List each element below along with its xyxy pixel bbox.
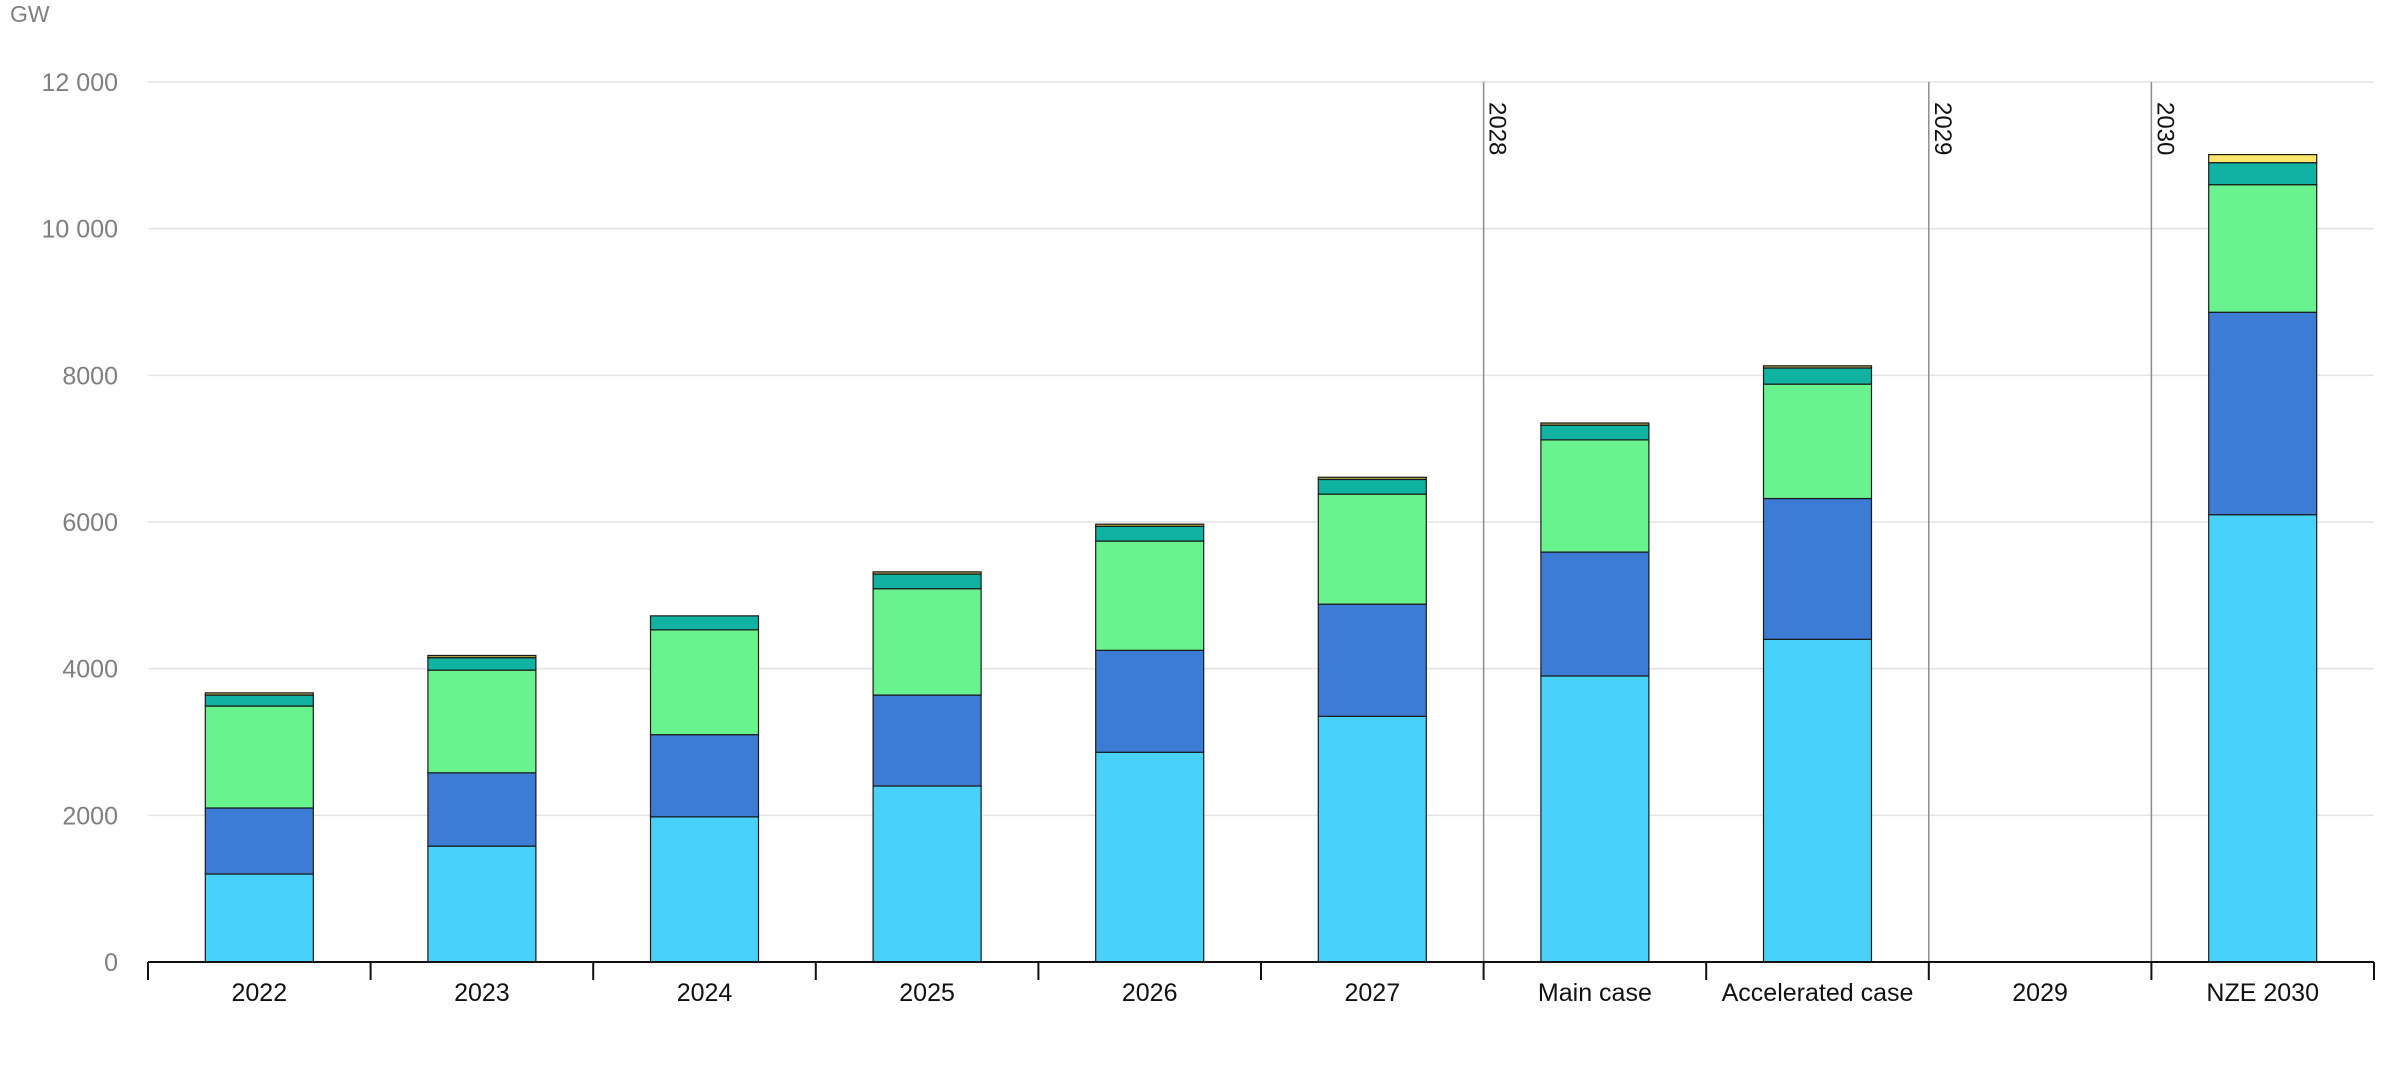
bar-segment bbox=[427, 772, 537, 847]
x-category-label: 2024 bbox=[677, 979, 733, 1007]
bar-segment bbox=[649, 734, 760, 818]
bar-segment bbox=[204, 694, 314, 707]
bar-segment bbox=[1762, 638, 1873, 963]
bar-segment bbox=[872, 573, 982, 590]
bar-segment bbox=[1540, 424, 1650, 441]
bar-segment bbox=[204, 705, 314, 809]
x-category-label: 2022 bbox=[231, 979, 287, 1007]
bar-segment bbox=[1095, 525, 1205, 542]
bar-segment bbox=[1762, 497, 1873, 640]
bar-segment bbox=[1317, 493, 1427, 605]
bar-segment bbox=[204, 692, 314, 696]
vertical-marker-label: 2028 bbox=[1484, 102, 1511, 155]
bar-segment bbox=[1540, 422, 1650, 426]
y-tick-label: 0 bbox=[104, 949, 118, 977]
y-tick-label: 2000 bbox=[62, 802, 118, 830]
x-category-label: 2023 bbox=[454, 979, 510, 1007]
bar-segment bbox=[1095, 523, 1205, 528]
bar-segment bbox=[204, 873, 314, 963]
bar-segment bbox=[1762, 383, 1873, 500]
bar-segment bbox=[1317, 476, 1427, 481]
bar-segment bbox=[1317, 715, 1427, 963]
x-axis-category-labels: 2022 2023 2024 2025 2026 2027 Main case Acceler… bbox=[231, 979, 2318, 1007]
y-tick-label: 4000 bbox=[62, 656, 118, 684]
y-axis-unit-label: GW bbox=[10, 1, 50, 27]
bar-segment bbox=[2208, 162, 2318, 186]
bar-segment bbox=[649, 615, 760, 631]
y-tick-label: 12 000 bbox=[42, 69, 118, 97]
x-category-label: 2029 bbox=[2012, 979, 2068, 1007]
bar-segment bbox=[649, 816, 760, 963]
bar-segment bbox=[1095, 540, 1205, 651]
bar-segment bbox=[2208, 311, 2318, 516]
bar-segment bbox=[427, 845, 537, 963]
bars bbox=[204, 154, 2318, 963]
bar-segment bbox=[872, 694, 982, 787]
vertical-marker-label: 2029 bbox=[1929, 102, 1956, 155]
bar-segment bbox=[1762, 367, 1873, 385]
bar-segment bbox=[1095, 751, 1205, 963]
bar-segment bbox=[1317, 478, 1427, 495]
x-category-label: 2026 bbox=[1122, 979, 1178, 1007]
bar-segment bbox=[2208, 154, 2318, 164]
bar-segment bbox=[427, 657, 537, 671]
bar-segment bbox=[649, 629, 760, 736]
bar-segment bbox=[427, 669, 537, 774]
x-category-label: 2025 bbox=[899, 979, 955, 1007]
y-tick-label: 10 000 bbox=[42, 216, 118, 244]
bar-segment bbox=[872, 571, 982, 575]
bar-segment bbox=[204, 807, 314, 875]
x-category-label: NZE 2030 bbox=[2206, 979, 2319, 1007]
vertical-marker-label: 2030 bbox=[2151, 102, 2178, 155]
bar-segment bbox=[1762, 365, 1873, 369]
y-tick-label: 6000 bbox=[62, 509, 118, 537]
x-category-label: 2027 bbox=[1344, 979, 1400, 1007]
bar-segment bbox=[1540, 675, 1650, 963]
y-axis-tick-labels: 0 2000 4000 6000 8000 10 000 12 000 bbox=[42, 69, 118, 977]
bar-segment bbox=[872, 785, 982, 963]
bar-segment bbox=[2208, 184, 2318, 313]
bar-segment bbox=[872, 588, 982, 696]
bar-segment bbox=[427, 654, 537, 659]
x-axis bbox=[147, 961, 2375, 980]
bar-segment bbox=[1095, 649, 1205, 753]
bar-segment bbox=[2208, 514, 2318, 963]
x-category-label: Main case bbox=[1538, 979, 1652, 1007]
bar-segment bbox=[1540, 439, 1650, 553]
vertical-markers: 2028 2029 2030 bbox=[1482, 82, 2178, 962]
bar-segment bbox=[1540, 551, 1650, 677]
y-tick-label: 8000 bbox=[62, 362, 118, 390]
bar-segment bbox=[1317, 603, 1427, 717]
x-category-label: Accelerated case bbox=[1722, 979, 1914, 1007]
